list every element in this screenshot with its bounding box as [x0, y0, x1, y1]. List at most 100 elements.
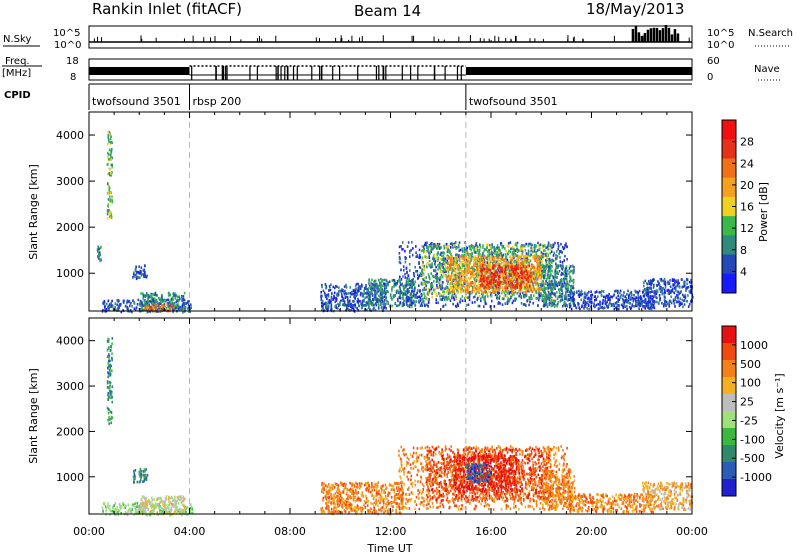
colorbar: 1000 500 100 25 -25 -100 -500 -1000	[721, 325, 772, 497]
colorbar-swatch	[722, 158, 736, 179]
colorbar-swatch	[722, 394, 736, 412]
nsearch-tick-bottom: 10^0	[707, 40, 734, 51]
colorbar-tick-label: -100	[740, 433, 765, 446]
freq-panel: Freq. [MHz] 18 8 60 0 Nave	[2, 56, 782, 83]
data-cluster	[96, 245, 102, 262]
x-tick-label: 00:00	[73, 525, 105, 538]
y-tick-label: 3000	[56, 380, 84, 393]
colorbar-tick-label: 8	[740, 244, 747, 257]
power-ylabel: Slant Range [km]	[27, 164, 40, 260]
y-tick-label: 4000	[56, 335, 84, 348]
cpid-segment: twofsound 3501	[88, 84, 181, 110]
nave-label: Nave	[754, 64, 780, 75]
cpid-segment-label: rbsp 200	[193, 95, 242, 108]
freq-label-top: Freq.	[5, 56, 30, 67]
data-cluster	[478, 264, 533, 290]
colorbar-swatch	[722, 139, 736, 159]
x-tick-label: 04:00	[174, 525, 206, 538]
colorbar-swatch	[722, 326, 736, 344]
cpid-segment-label: twofsound 3501	[469, 95, 558, 108]
x-tick-label: 00:00	[676, 525, 708, 538]
nave-tick-bottom: 0	[707, 72, 713, 83]
colorbar-swatch	[722, 235, 736, 256]
velocity-panel: 1000 2000 3000 4000 Slant Range [km] 1000 50…	[27, 317, 786, 517]
colorbar-swatch	[722, 196, 736, 217]
x-tick-label: 08:00	[274, 525, 306, 538]
data-cluster	[466, 463, 493, 484]
colorbar-swatch	[722, 411, 736, 429]
data-cluster	[139, 495, 186, 516]
velocity-data-layer	[101, 337, 694, 517]
colorbar-swatch	[722, 479, 736, 497]
data-cluster	[132, 468, 149, 484]
data-cluster	[106, 130, 114, 220]
y-tick-label: 1000	[56, 267, 84, 280]
velocity-ylabel: Slant Range [km]	[27, 368, 40, 464]
colorbar-tick-label: 16	[740, 201, 754, 214]
y-tick-label: 2000	[56, 221, 84, 234]
nsearch-label: N.Search	[748, 28, 793, 39]
power-colorbar-label: Power [dB]	[757, 182, 770, 242]
freq-label-bottom: [MHz]	[2, 68, 31, 79]
colorbar: 28 24 20 16 12 8 4	[721, 119, 754, 294]
velocity-colorbar-label: Velocity [m s⁻¹]	[773, 373, 786, 458]
y-tick-label: 1000	[56, 471, 84, 484]
data-cluster	[541, 468, 576, 511]
colorbar-swatch	[722, 428, 736, 446]
y-tick-label: 3000	[56, 175, 84, 188]
data-cluster	[642, 277, 694, 309]
colorbar-tick-label: -500	[740, 452, 765, 465]
beam-title: Beam 14	[354, 2, 421, 20]
station-title: Rankin Inlet (fitACF)	[92, 0, 242, 18]
data-cluster	[320, 481, 405, 516]
y-tick-label: 2000	[56, 425, 84, 438]
cpid-segment: rbsp 200	[189, 84, 242, 110]
colorbar-swatch	[722, 177, 736, 198]
nsearch-tick-top: 10^5	[707, 28, 734, 39]
cpid-row: CPID twofsound 3501 rbsp 200 twofsound 350…	[4, 83, 692, 110]
freq-trace	[89, 65, 692, 80]
colorbar-swatch	[722, 445, 736, 463]
colorbar-swatch	[722, 377, 736, 395]
colorbar-tick-label: 12	[740, 222, 754, 235]
date-title: 18/May/2013	[586, 0, 684, 18]
colorbar-swatch	[722, 120, 736, 140]
x-tick-label: 16:00	[475, 525, 507, 538]
power-panel: 1000 2000 3000 4000 Slant Range [km] 28 24 20…	[27, 111, 770, 314]
cpid-label: CPID	[4, 90, 31, 101]
power-data-layer	[96, 130, 694, 314]
colorbar-swatch	[722, 360, 736, 378]
cpid-segment-label: twofsound 3501	[92, 95, 181, 108]
colorbar-tick-label: 25	[740, 396, 754, 409]
colorbar-swatch	[722, 462, 736, 480]
colorbar-tick-label: 1000	[740, 339, 768, 352]
colorbar-tick-label: 28	[740, 136, 754, 149]
nsky-label: N.Sky	[3, 34, 31, 45]
colorbar-swatch	[722, 216, 736, 236]
colorbar-tick-label: 20	[740, 179, 754, 192]
x-tick-label: 12:00	[375, 525, 407, 538]
data-cluster	[642, 481, 694, 511]
nsky-tick-top: 10^5	[53, 28, 80, 39]
data-cluster	[132, 264, 148, 281]
colorbar-tick-label: 4	[740, 265, 747, 278]
nsky-trace	[89, 24, 692, 43]
colorbar-swatch	[722, 273, 736, 294]
colorbar-swatch	[722, 254, 736, 275]
nsky-tick-bottom: 10^0	[54, 40, 81, 51]
colorbar-tick-label: -25	[740, 414, 758, 427]
nave-tick-top: 60	[707, 56, 720, 67]
colorbar-tick-label: 24	[740, 157, 754, 170]
freq-tick-top: 18	[66, 56, 79, 67]
cpid-segment: twofsound 3501	[465, 84, 558, 110]
nsky-panel: N.Sky 10^5 10^0 10^5 10^0 N.Search	[3, 24, 793, 51]
colorbar-tick-label: 100	[740, 377, 761, 390]
data-cluster	[541, 264, 576, 308]
x-axis-label: Time UT	[366, 542, 412, 554]
y-tick-label: 4000	[56, 129, 84, 142]
colorbar-swatch	[722, 343, 736, 361]
colorbar-tick-label: -1000	[740, 471, 772, 484]
freq-tick-bottom: 8	[70, 72, 76, 83]
colorbar-tick-label: 500	[740, 358, 761, 371]
